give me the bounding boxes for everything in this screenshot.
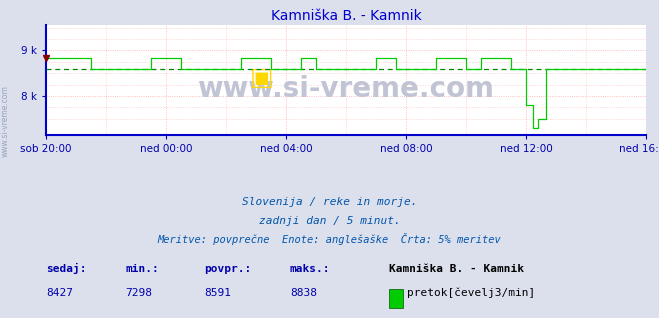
Text: www.si-vreme.com: www.si-vreme.com — [1, 85, 10, 157]
Text: sedaj:: sedaj: — [46, 263, 86, 274]
Text: Meritve: povprečne  Enote: anglešaške  Črta: 5% meritev: Meritve: povprečne Enote: anglešaške Črt… — [158, 233, 501, 245]
Text: pretok[čevelj3/min]: pretok[čevelj3/min] — [407, 288, 535, 298]
Text: Kamniška B. - Kamnik: Kamniška B. - Kamnik — [389, 264, 524, 274]
Text: 7298: 7298 — [125, 288, 152, 298]
Text: maks.:: maks.: — [290, 264, 330, 274]
Text: povpr.:: povpr.: — [204, 264, 252, 274]
Text: zadnji dan / 5 minut.: zadnji dan / 5 minut. — [258, 216, 401, 226]
Text: min.:: min.: — [125, 264, 159, 274]
Text: 8427: 8427 — [46, 288, 73, 298]
Text: ▣: ▣ — [250, 66, 274, 90]
Text: www.si-vreme.com: www.si-vreme.com — [198, 75, 494, 103]
Text: 8838: 8838 — [290, 288, 317, 298]
Title: Kamniška B. - Kamnik: Kamniška B. - Kamnik — [271, 9, 421, 23]
Text: Slovenija / reke in morje.: Slovenija / reke in morje. — [242, 197, 417, 207]
Text: 8591: 8591 — [204, 288, 231, 298]
